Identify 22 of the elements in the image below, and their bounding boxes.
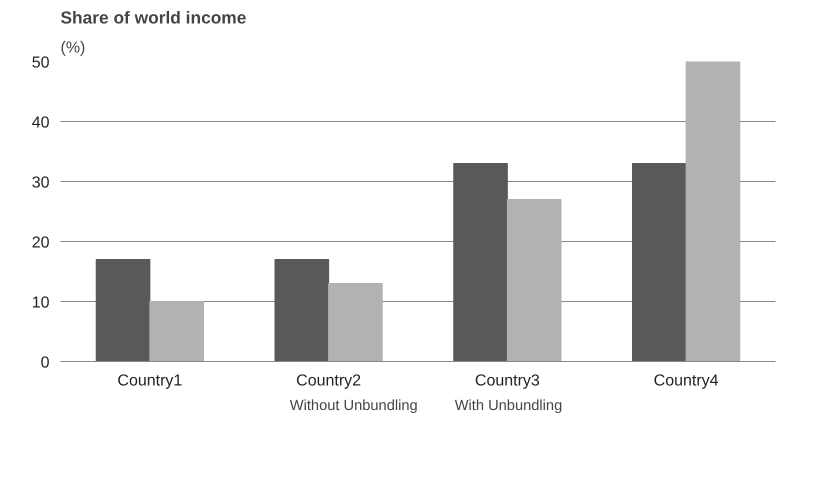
bar — [274, 259, 330, 362]
bar — [328, 283, 383, 362]
bar — [96, 259, 150, 362]
bar — [506, 199, 562, 362]
bar — [453, 163, 508, 362]
bar — [686, 62, 740, 362]
text: With Unbundling — [454, 398, 562, 414]
x-tick-label: Country4 — [654, 372, 719, 390]
y-tick-label: 10 — [32, 294, 50, 312]
y-tick-label: 20 — [32, 234, 50, 252]
bar — [632, 163, 687, 362]
y-tick-label: 30 — [32, 174, 50, 192]
text: Without Unbundling — [290, 398, 418, 414]
chart-title: Share of world income — [60, 8, 247, 28]
y-tick-label: 50 — [32, 54, 50, 72]
y-tick-label: 0 — [40, 354, 50, 372]
bar — [149, 301, 204, 362]
x-tick-label: Country3 — [474, 372, 540, 390]
x-tick-label: Country1 — [117, 372, 182, 390]
y-axis-title: (%) — [60, 40, 86, 56]
x-tick-label: Country2 — [296, 372, 362, 390]
y-tick-label: 40 — [32, 114, 50, 132]
